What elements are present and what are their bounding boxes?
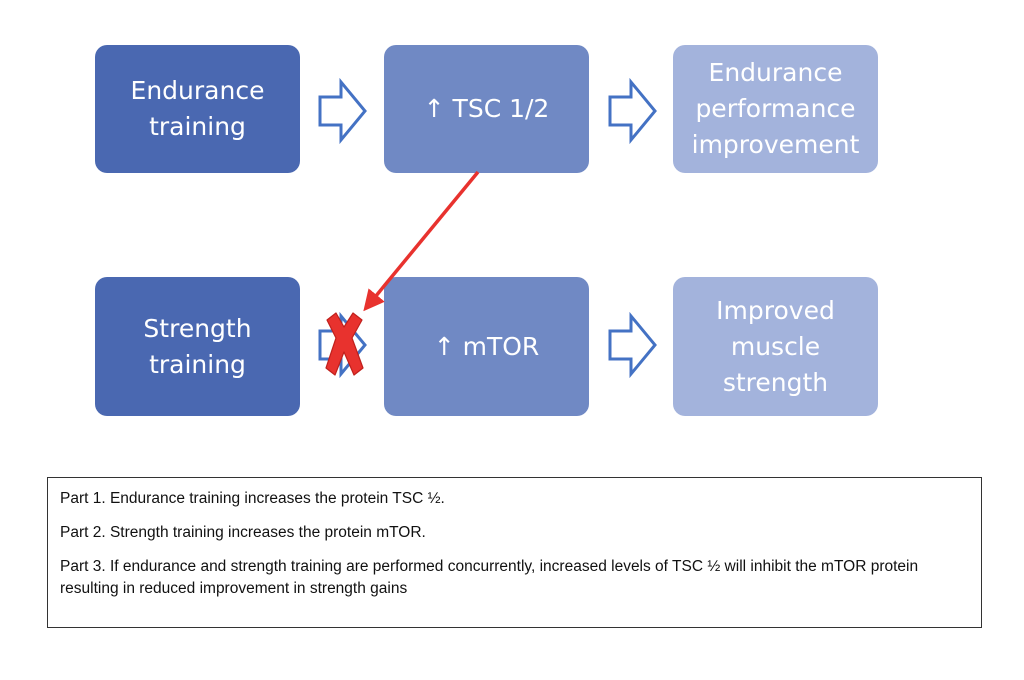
x-mark-icon (325, 312, 364, 376)
box-mtor-label: ↑ mTOR (433, 331, 540, 361)
box-muscle-strength-label: Improved muscle strength (716, 295, 835, 397)
box-strength-training-label: Strength training (143, 313, 252, 379)
box-tsc: ↑ TSC 1/2 (384, 45, 589, 173)
box-muscle-strength: Improved muscle strength (673, 277, 878, 416)
box-endurance-training-label: Endurance training (130, 76, 265, 141)
arrow-right-icon (608, 77, 657, 145)
box-endurance-performance-label: Endurance performance improvement (691, 58, 860, 159)
legend-part-1: Part 1. Endurance training increases the… (60, 490, 445, 507)
arrow-right-icon (318, 311, 367, 379)
box-endurance-training: Endurance training (95, 45, 300, 173)
box-tsc-label: ↑ TSC 1/2 (423, 94, 550, 123)
legend-part-3: Part 3. If endurance and strength traini… (60, 558, 919, 597)
legend-part-2: Part 2. Strength training increases the … (60, 524, 426, 541)
arrow-right-icon (608, 311, 657, 379)
box-endurance-performance: Endurance performance improvement (673, 45, 878, 173)
box-mtor: ↑ mTOR (384, 277, 589, 416)
box-strength-training: Strength training (95, 277, 300, 416)
legend-box: Part 1. Endurance training increases the… (47, 477, 982, 628)
arrow-right-icon (318, 77, 367, 145)
